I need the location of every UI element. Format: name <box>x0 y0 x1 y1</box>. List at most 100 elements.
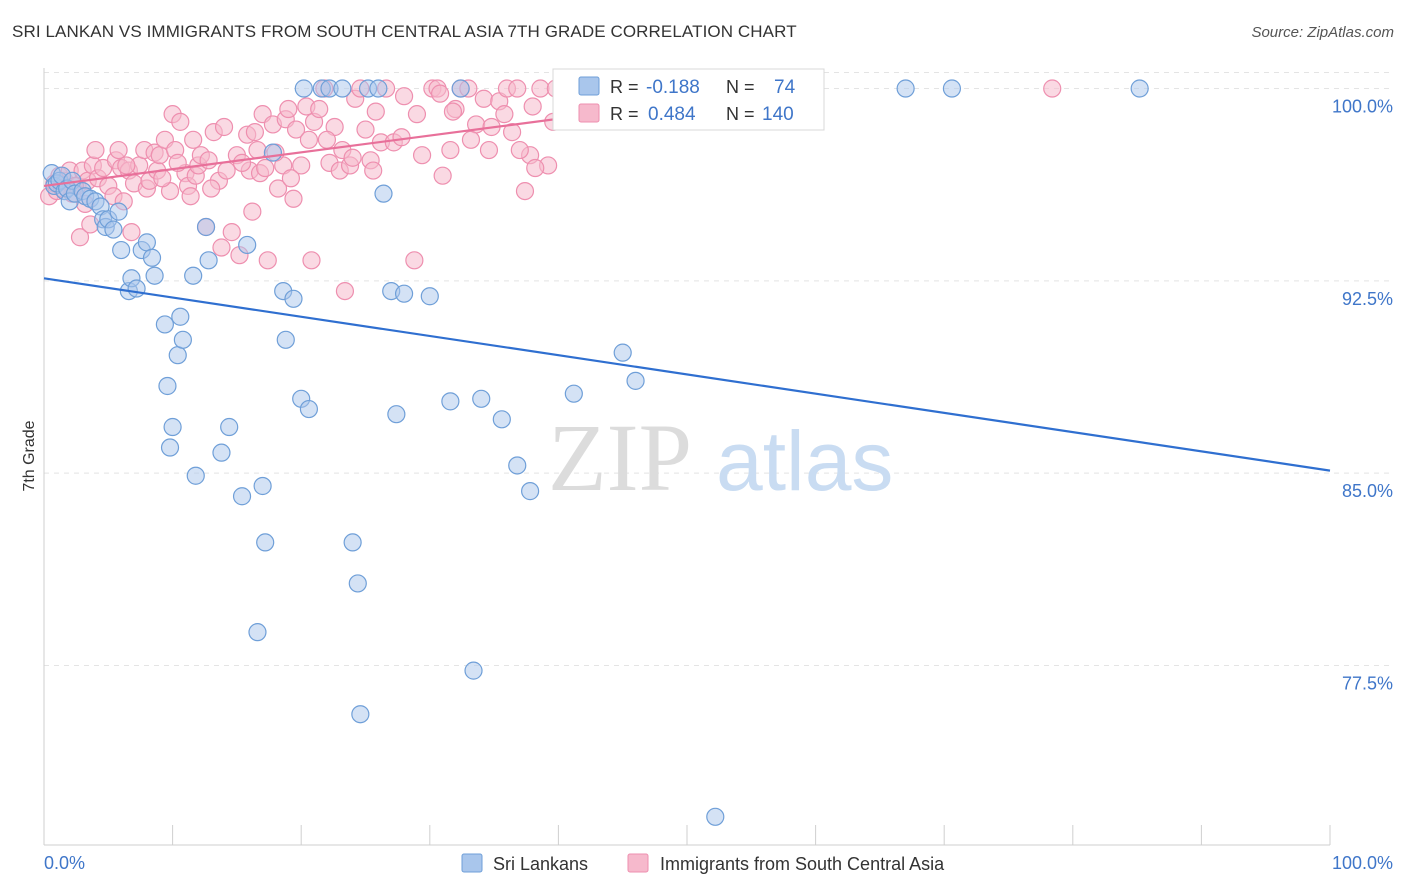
data-point-immigrants <box>86 140 105 160</box>
data-point-srilankans <box>564 384 583 403</box>
data-point-immigrants <box>109 140 128 160</box>
data-point-immigrants <box>392 128 411 147</box>
data-point-immigrants <box>317 130 337 149</box>
data-point-srilankans <box>171 307 190 326</box>
trend-line-srilankans <box>43 277 1331 472</box>
legend-n-value-1: 74 <box>774 77 796 98</box>
legend-r-value-1: -0.188 <box>646 77 700 98</box>
source-label: Source: ZipAtlas.com <box>1251 24 1394 41</box>
watermark-atlas: atlas <box>716 414 893 508</box>
bottom-legend-label-immigrants: Immigrants from South Central Asia <box>660 854 945 874</box>
data-point-immigrants <box>1043 79 1062 98</box>
data-point-srilankans <box>333 79 352 98</box>
data-point-srilankans <box>238 235 257 255</box>
data-point-srilankans <box>351 705 370 724</box>
data-point-immigrants <box>232 153 252 172</box>
data-point-srilankans <box>256 533 275 552</box>
data-point-srilankans <box>163 417 182 437</box>
data-point-srilankans <box>127 279 146 298</box>
y-tick-label: 85.0% <box>1342 481 1393 501</box>
data-point-immigrants <box>122 223 141 242</box>
data-point-srilankans <box>613 343 632 362</box>
legend-n-value-2: 140 <box>762 104 794 125</box>
data-point-srilankans <box>294 79 313 98</box>
data-point-srilankans <box>104 220 123 239</box>
bottom-legend-swatch-blue <box>461 853 483 873</box>
data-point-srilankans <box>109 202 128 221</box>
data-point-immigrants <box>214 117 234 137</box>
y-tick-label: 77.5% <box>1342 673 1393 693</box>
data-point-immigrants <box>281 169 301 188</box>
data-point-srilankans <box>374 184 393 203</box>
series-immigrants-points <box>40 79 1062 301</box>
tick-labels: 100.0% 92.5% 85.0% 77.5% 0.0% 100.0% <box>44 97 1393 873</box>
data-point-immigrants <box>181 187 200 206</box>
data-point-srilankans <box>168 346 187 365</box>
data-point-immigrants <box>279 99 298 119</box>
watermark: ZIP atlas <box>548 404 893 511</box>
data-point-srilankans <box>441 392 460 411</box>
data-point-immigrants <box>70 228 90 247</box>
series-legend: Sri Lankans Immigrants from South Centra… <box>461 853 945 874</box>
data-point-immigrants <box>515 181 535 201</box>
data-point-srilankans <box>160 438 180 457</box>
bottom-legend-swatch-pink <box>627 853 649 873</box>
data-point-srilankans <box>451 79 470 98</box>
data-point-immigrants <box>394 87 414 106</box>
data-point-srilankans <box>253 476 272 496</box>
data-point-immigrants <box>258 251 277 270</box>
data-point-immigrants <box>430 84 450 103</box>
data-point-immigrants <box>299 130 319 149</box>
data-point-srilankans <box>220 417 239 437</box>
data-point-srilankans <box>896 79 915 98</box>
data-point-immigrants <box>510 140 529 160</box>
data-point-immigrants <box>412 146 432 165</box>
legend-r-value-2: 0.484 <box>648 104 696 125</box>
data-point-immigrants <box>202 179 221 198</box>
data-point-srilankans <box>387 405 406 424</box>
legend-r-label-1: R = <box>610 77 639 97</box>
data-point-srilankans <box>173 330 192 349</box>
data-point-srilankans <box>464 661 483 680</box>
data-point-immigrants <box>366 102 385 121</box>
data-point-immigrants <box>248 140 267 160</box>
data-point-srilankans <box>369 79 388 98</box>
data-point-immigrants <box>461 130 481 149</box>
data-point-srilankans <box>158 376 177 396</box>
data-point-immigrants <box>356 120 375 139</box>
series-srilankans-points <box>42 79 1149 826</box>
y-axis-label: 7th Grade <box>21 420 38 491</box>
data-point-immigrants <box>302 251 321 270</box>
y-tick-label: 92.5% <box>1342 289 1393 309</box>
data-point-immigrants <box>268 179 288 198</box>
data-point-srilankans <box>196 217 216 237</box>
data-point-immigrants <box>184 130 203 149</box>
data-point-immigrants <box>286 120 306 139</box>
data-point-srilankans <box>186 466 205 485</box>
data-point-srilankans <box>492 410 511 429</box>
data-point-srilankans <box>626 371 645 390</box>
data-point-srilankans <box>420 287 439 306</box>
data-point-immigrants <box>335 281 355 301</box>
chart-title: SRI LANKAN VS IMMIGRANTS FROM SOUTH CENT… <box>12 22 797 41</box>
legend-swatch-pink <box>578 103 600 123</box>
watermark-zip: ZIP <box>548 404 692 511</box>
data-point-immigrants <box>433 166 452 185</box>
data-point-srilankans <box>299 399 319 419</box>
data-point-srilankans <box>137 233 156 252</box>
data-point-srilankans <box>508 456 527 475</box>
bottom-legend-label-srilankans: Sri Lankans <box>493 854 588 874</box>
data-point-srilankans <box>263 143 283 162</box>
data-point-immigrants <box>364 161 383 180</box>
data-point-immigrants <box>117 156 136 175</box>
legend-n-label-1: N = <box>726 77 755 97</box>
data-point-srilankans <box>394 284 414 303</box>
data-point-srilankans <box>706 807 725 826</box>
data-point-immigrants <box>243 202 262 221</box>
data-point-srilankans <box>521 482 540 501</box>
data-point-immigrants <box>222 223 241 242</box>
data-point-srilankans <box>145 266 164 285</box>
legend-r-label-2: R = <box>610 104 639 124</box>
data-point-srilankans <box>184 266 203 285</box>
data-point-srilankans <box>112 240 131 260</box>
